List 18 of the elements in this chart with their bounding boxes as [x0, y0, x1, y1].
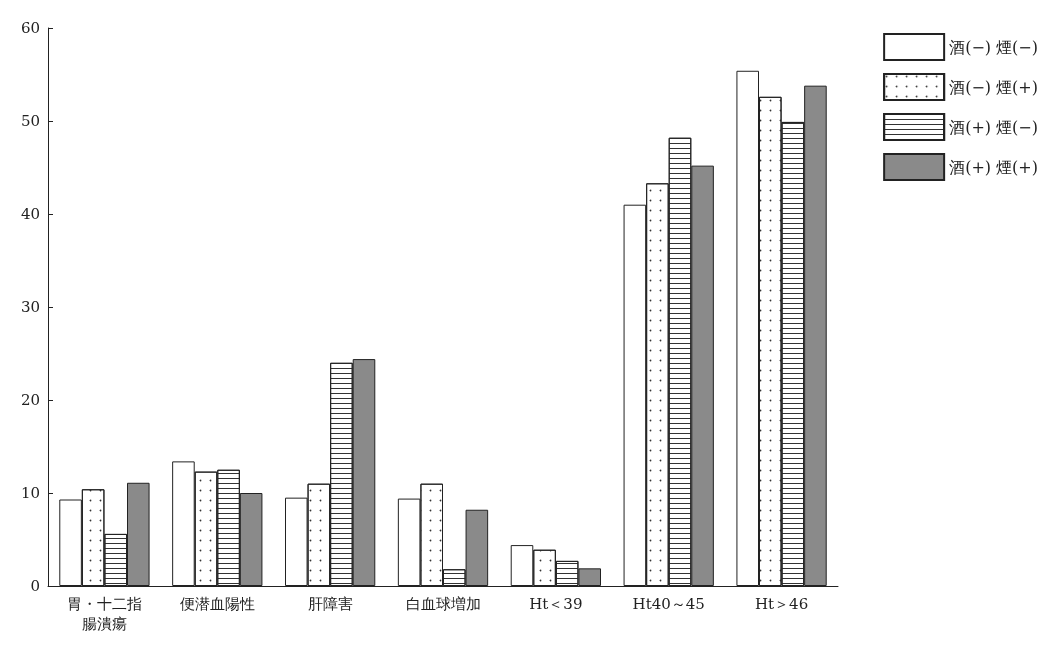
y-tick-label: 20: [20, 391, 40, 409]
y-tick-label: 30: [20, 298, 40, 316]
y-tick-label: 0: [30, 577, 40, 595]
y-tick-label: 40: [20, 205, 40, 223]
legend-label: 酒(−) 煙(+): [949, 77, 1039, 97]
x-tick-label: Ht＞46: [754, 595, 809, 613]
legend-label: 酒(+) 煙(−): [949, 117, 1039, 137]
x-tick-label: 便潜血陽性: [179, 595, 255, 613]
x-tick-label: Ht＜39: [529, 595, 583, 613]
x-tick-label: Ht40～45: [632, 595, 705, 613]
x-tick-label: 胃・十二指腸潰瘍: [66, 595, 142, 633]
y-tick-label: 50: [20, 112, 40, 130]
legend-label: 酒(+) 煙(+): [949, 157, 1039, 177]
x-tick-label: 白血球増加: [405, 595, 481, 613]
x-tick-label: 肝障害: [307, 595, 353, 613]
legend-label: 酒(−) 煙(−): [949, 37, 1039, 57]
y-tick-label: 60: [20, 19, 40, 37]
y-tick-label: 10: [20, 484, 40, 502]
